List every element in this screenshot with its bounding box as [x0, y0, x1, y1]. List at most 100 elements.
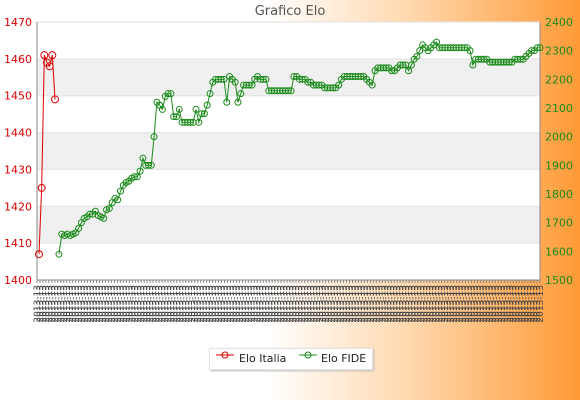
point-elo-fide	[158, 105, 166, 113]
y-left-tick-label: 1400	[4, 274, 32, 287]
point-elo-fide	[86, 210, 94, 218]
x-tick-label: 2013-13	[119, 285, 129, 323]
x-tick-label: 2013-13	[244, 285, 254, 323]
y-right-tick-label: 2300	[545, 45, 573, 58]
x-tick-label: 2013-13	[432, 285, 442, 323]
x-tick-label: 2013-13	[98, 285, 108, 323]
point-elo-fide	[528, 47, 536, 55]
x-tick-label: 2013-13	[48, 285, 58, 323]
x-tick-label: 2013-13	[274, 285, 284, 323]
point-elo-fide	[131, 173, 139, 181]
x-tick-label: 2013-13	[381, 285, 391, 323]
y-left-tick-label: 1420	[4, 200, 32, 213]
point-elo-fide	[335, 81, 343, 89]
x-tick-label: 2013-13	[316, 285, 326, 323]
point-elo-fide	[357, 72, 365, 80]
x-tick-label: 2013-13	[340, 285, 350, 323]
x-tick-label: 2013-13	[140, 285, 150, 323]
point-elo-fide	[200, 110, 208, 118]
x-tick-label: 2013-13	[319, 285, 329, 323]
x-tick-label: 2013-13	[72, 285, 82, 323]
y-right-tick-label: 2200	[545, 73, 573, 86]
x-tick-label: 2013-13	[179, 285, 189, 323]
x-tick-label: 2013-13	[158, 285, 168, 323]
x-tick-label: 2013-13	[357, 285, 367, 323]
x-tick-label: 2013-13	[420, 285, 430, 323]
x-tick-label: 2013-13	[262, 285, 272, 323]
x-tick-label: 2013-13	[265, 285, 275, 323]
x-tick-label: 2013-13	[468, 285, 478, 323]
x-tick-label: 2013-13	[149, 285, 159, 323]
x-tick-label: 2013-13	[462, 285, 472, 323]
x-tick-label: 2013-13	[411, 285, 421, 323]
x-tick-label: 2013-13	[87, 285, 97, 323]
point-elo-fide	[186, 118, 194, 126]
x-tick-label: 2013-13	[506, 285, 516, 323]
x-tick-label: 2013-13	[286, 285, 296, 323]
x-tick-label: 2013-13	[435, 285, 445, 323]
point-elo-fide	[368, 81, 376, 89]
point-elo-fide	[147, 161, 155, 169]
y-right-tick-label: 1600	[545, 245, 573, 258]
x-tick-label: 2013-13	[164, 285, 174, 323]
x-tick-label: 2013-13	[289, 285, 299, 323]
y-right-tick-label: 1900	[545, 159, 573, 172]
x-tick-label: 2013-13	[90, 285, 100, 323]
x-tick-label: 2013-13	[292, 285, 302, 323]
x-tick-label: 2013-13	[229, 285, 239, 323]
x-tick-label: 2013-13	[173, 285, 183, 323]
point-elo-fide	[516, 55, 524, 63]
x-tick-label: 2013-13	[509, 285, 519, 323]
x-tick-label: 2013-13	[116, 285, 126, 323]
x-tick-label: 2013-13	[346, 285, 356, 323]
x-tick-label: 2013-13	[393, 285, 403, 323]
x-tick-label: 2013-13	[479, 285, 489, 323]
point-elo-fide	[133, 173, 141, 181]
x-tick-label: 2013-13	[81, 285, 91, 323]
point-elo-fide	[460, 44, 468, 52]
y-left-tick-label: 1450	[4, 90, 32, 103]
x-tick-label: 2013-13	[429, 285, 439, 323]
x-tick-label: 2013-13	[223, 285, 233, 323]
x-tick-label: 2013-13	[128, 285, 138, 323]
x-tick-label: 2013-13	[268, 285, 278, 323]
x-tick-label: 2013-13	[45, 285, 55, 323]
x-tick-label: 2013-13	[465, 285, 475, 323]
x-tick-label: 2013-13	[515, 285, 525, 323]
point-elo-fide	[114, 196, 122, 204]
point-elo-fide	[536, 44, 544, 52]
x-tick-label: 2013-13	[328, 285, 338, 323]
x-tick-label: 2013-13	[476, 285, 486, 323]
point-elo-fide	[234, 98, 242, 106]
x-tick-label: 2013-13	[182, 285, 192, 323]
point-elo-italia	[37, 183, 46, 192]
x-tick-label: 2013-13	[36, 285, 46, 323]
x-tick-label: 2013-13	[137, 285, 147, 323]
x-tick-label: 2013-13	[405, 285, 415, 323]
point-elo-fide	[100, 214, 108, 222]
x-tick-label: 2013-13	[143, 285, 153, 323]
y-left-tick-label: 1410	[4, 237, 32, 250]
point-elo-fide	[192, 105, 200, 113]
x-tick-label: 2013-13	[101, 285, 111, 323]
point-elo-fide	[259, 75, 267, 83]
point-elo-fide	[136, 167, 144, 175]
x-tick-label: 2013-13	[122, 285, 132, 323]
x-tick-label: 2013-13	[39, 285, 49, 323]
x-tick-label: 2013-13	[125, 285, 135, 323]
x-tick-label: 2013-13	[453, 285, 463, 323]
x-tick-label: 2013-13	[497, 285, 507, 323]
point-elo-fide	[223, 98, 231, 106]
x-tick-label: 2013-13	[426, 285, 436, 323]
point-elo-italia	[51, 95, 59, 104]
x-tick-label: 2013-13	[369, 285, 379, 323]
x-tick-label: 2013-13	[363, 285, 373, 323]
x-tick-label: 2013-13	[200, 285, 210, 323]
x-tick-label: 2013-13	[131, 285, 141, 323]
y-left-tick-label: 1440	[4, 127, 32, 140]
x-tick-label: 2013-13	[63, 285, 73, 323]
y-right-tick-label: 1700	[545, 217, 573, 230]
x-tick-label: 2013-13	[283, 285, 293, 323]
y-right-tick-label: 2400	[545, 16, 573, 29]
